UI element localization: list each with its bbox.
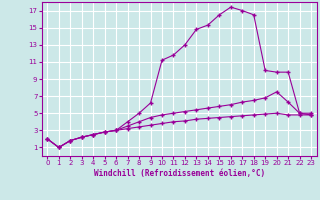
X-axis label: Windchill (Refroidissement éolien,°C): Windchill (Refroidissement éolien,°C) <box>94 169 265 178</box>
